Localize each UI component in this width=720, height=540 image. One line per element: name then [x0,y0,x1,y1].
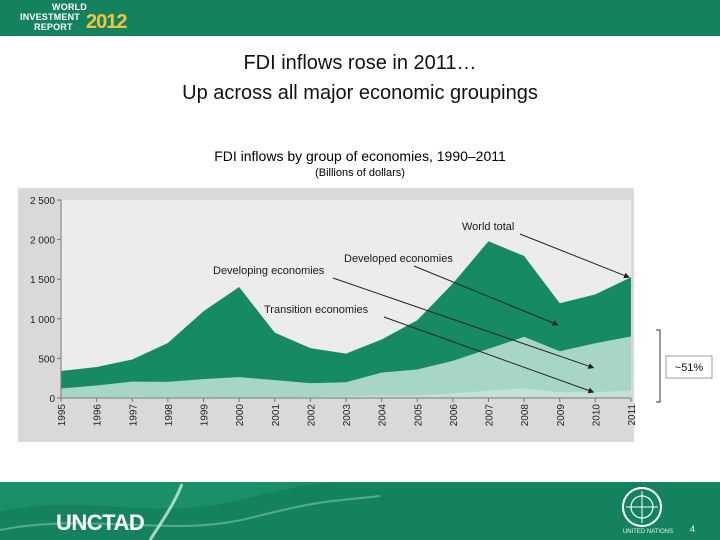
annotation-arrow-developed-economies [413,265,559,326]
x-tick-label: 2007 [485,404,496,427]
fdi-area-chart: 0 500 1 000 1 500 2 000 2 500 1995 1996 1997 1998… [18,188,713,442]
area-developing-economies [61,336,631,398]
bottom-banner: UNCTAD UNITED NATIONS 4 [0,482,720,540]
x-tick-label: 1996 [93,404,104,427]
annotation-developed-economies: Developed economies [344,253,453,265]
annotation-developing-economies: Developing economies [213,265,325,277]
slide-headline: FDI inflows rose in 2011… [243,52,477,74]
x-tick-label: 1999 [200,404,211,427]
banner-decoration [0,482,381,540]
wir-logo: WORLD INVESTMENT REPORT 2012 [20,2,130,34]
x-tick-label: 1997 [128,404,139,427]
percent-label: ~51% [675,362,704,374]
un-label: UNITED NATIONS [622,529,674,535]
x-tick-label: 2005 [413,404,424,427]
x-tick-label: 2009 [556,404,567,427]
x-tick-label: 2002 [306,404,317,427]
x-tick-label: 1998 [164,404,175,427]
bracket-line [656,329,661,403]
x-tick-label: 2004 [378,404,389,427]
x-tick-label: 2008 [520,404,531,427]
logo-line-investment: INVESTMENT [20,12,81,22]
x-tick-label: 2000 [235,404,246,427]
page-number: 4 [690,524,696,534]
area-developed-economies [61,241,631,389]
x-tick-label: 1995 [57,404,68,427]
chart-title: FDI inflows by group of economies, 1990–… [214,148,506,164]
top-banner: WORLD INVESTMENT REPORT 2012 [0,0,720,36]
area-transition-economies [61,388,631,398]
annotation-world-total: World total [462,221,514,233]
annotation-transition-economies: Transition economies [264,304,369,316]
x-tick-label: 2003 [342,404,353,427]
x-tick-label: 2001 [271,404,282,427]
annotation-arrow-developing-economies [332,277,595,369]
un-emblem-icon [622,487,662,527]
x-tick-label: 2010 [591,404,602,427]
slide-subheadline: Up across all major economic groupings [182,82,538,104]
logo-year: 2012 [86,11,127,33]
y-tick-label: 2 500 [30,196,55,207]
y-tick-label: 0 [49,394,55,405]
y-tick-label: 1 500 [30,275,55,286]
annotation-arrow-world-total [519,233,630,279]
x-tick-label: 2011 [627,404,638,426]
y-tick-label: 2 000 [30,236,55,247]
logo-line-world: WORLD [52,2,87,12]
chart-subtitle: (Billions of dollars) [315,167,405,179]
logo-line-report: REPORT [34,22,73,32]
y-tick-label: 500 [38,354,55,365]
annotation-arrow-transition-economies [383,316,595,394]
unctad-logo: UNCTAD [56,510,145,535]
x-tick-label: 2006 [449,404,460,427]
percent-box [665,355,713,379]
y-tick-label: 1 000 [30,315,55,326]
